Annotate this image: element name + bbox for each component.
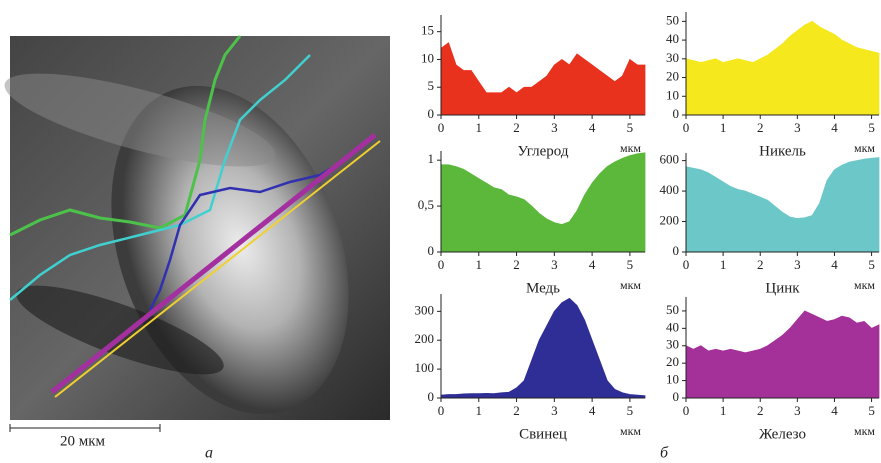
y-tick-label: 100 bbox=[415, 360, 435, 375]
x-tick-label: 3 bbox=[551, 403, 558, 418]
scale-bar-label: 20 мкм bbox=[60, 433, 106, 449]
y-tick-label: 0,5 bbox=[418, 197, 434, 212]
x-tick-label: 0 bbox=[683, 257, 690, 272]
x-tick-label: 2 bbox=[513, 403, 520, 418]
y-tick-label: 200 bbox=[415, 331, 435, 346]
area bbox=[685, 157, 880, 253]
y-tick-label: 300 bbox=[415, 302, 435, 317]
x-tick-label: 0 bbox=[683, 403, 690, 418]
x-unit: мкм bbox=[854, 141, 875, 155]
area bbox=[440, 42, 646, 116]
x-tick-label: 3 bbox=[551, 257, 558, 272]
x-tick-label: 4 bbox=[831, 403, 838, 418]
panel-label: а bbox=[205, 445, 213, 462]
x-axis-label: Железо bbox=[759, 426, 806, 442]
y-tick-label: 200 bbox=[660, 213, 680, 228]
y-tick-label: 50 bbox=[666, 302, 679, 317]
x-tick-label: 4 bbox=[589, 120, 596, 135]
x-tick-label: 5 bbox=[868, 403, 875, 418]
x-tick-label: 4 bbox=[831, 257, 838, 272]
y-tick-label: 50 bbox=[666, 12, 679, 27]
x-unit: мкм bbox=[620, 278, 641, 292]
y-tick-label: 30 bbox=[666, 337, 679, 352]
x-tick-label: 0 bbox=[438, 403, 445, 418]
y-tick-label: 5 bbox=[428, 78, 435, 93]
x-tick-label: 4 bbox=[831, 120, 838, 135]
x-tick-label: 1 bbox=[476, 403, 483, 418]
x-tick-label: 5 bbox=[868, 120, 875, 135]
y-tick-label: 40 bbox=[666, 31, 679, 46]
x-tick-label: 1 bbox=[720, 403, 727, 418]
y-tick-label: 10 bbox=[666, 87, 679, 102]
area bbox=[440, 297, 646, 399]
x-tick-label: 4 bbox=[589, 403, 596, 418]
x-tick-label: 0 bbox=[683, 120, 690, 135]
y-tick-label: 0 bbox=[428, 389, 435, 404]
x-tick-label: 2 bbox=[757, 257, 764, 272]
sem-image: 20 мкм а bbox=[4, 35, 390, 462]
x-unit: мкм bbox=[854, 424, 875, 438]
x-tick-label: 0 bbox=[438, 120, 445, 135]
x-tick-label: 2 bbox=[757, 120, 764, 135]
area bbox=[685, 20, 880, 116]
y-tick-label: 40 bbox=[666, 319, 679, 334]
y-tick-label: 10 bbox=[421, 50, 434, 65]
panel-label: б bbox=[660, 445, 669, 462]
y-tick-label: 0 bbox=[673, 106, 680, 121]
y-tick-label: 600 bbox=[660, 152, 680, 167]
x-tick-label: 1 bbox=[476, 257, 483, 272]
x-axis-label: Никель bbox=[759, 143, 806, 159]
y-tick-label: 10 bbox=[666, 372, 679, 387]
y-tick-label: 20 bbox=[666, 69, 679, 84]
y-tick-label: 30 bbox=[666, 50, 679, 65]
x-tick-label: 2 bbox=[757, 403, 764, 418]
x-tick-label: 2 bbox=[513, 120, 520, 135]
area bbox=[685, 310, 880, 399]
x-unit: мкм bbox=[854, 278, 875, 292]
x-axis-label: Углерод bbox=[517, 143, 568, 159]
x-tick-label: 5 bbox=[868, 257, 875, 272]
x-axis-label: Свинец bbox=[519, 426, 567, 442]
x-tick-label: 4 bbox=[589, 257, 596, 272]
x-tick-label: 3 bbox=[794, 403, 801, 418]
y-tick-label: 0 bbox=[428, 106, 435, 121]
x-tick-label: 2 bbox=[513, 257, 520, 272]
y-tick-label: 20 bbox=[666, 354, 679, 369]
y-tick-label: 1 bbox=[428, 151, 435, 166]
y-tick-label: 400 bbox=[660, 182, 680, 197]
y-tick-label: 0 bbox=[673, 389, 680, 404]
y-tick-label: 15 bbox=[421, 23, 434, 38]
y-tick-label: 0 bbox=[673, 243, 680, 258]
x-tick-label: 3 bbox=[551, 120, 558, 135]
x-tick-label: 1 bbox=[720, 257, 727, 272]
x-axis-label: Медь bbox=[526, 280, 560, 296]
x-unit: мкм bbox=[620, 424, 641, 438]
x-unit: мкм bbox=[620, 141, 641, 155]
x-tick-label: 5 bbox=[627, 120, 634, 135]
area bbox=[440, 152, 646, 253]
y-tick-label: 0 bbox=[428, 243, 435, 258]
x-tick-label: 3 bbox=[794, 120, 801, 135]
x-tick-label: 1 bbox=[476, 120, 483, 135]
x-axis-label: Цинк bbox=[765, 280, 800, 296]
x-tick-label: 5 bbox=[627, 257, 634, 272]
x-tick-label: 0 bbox=[438, 257, 445, 272]
x-tick-label: 3 bbox=[794, 257, 801, 272]
x-tick-label: 1 bbox=[720, 120, 727, 135]
x-tick-label: 5 bbox=[627, 403, 634, 418]
